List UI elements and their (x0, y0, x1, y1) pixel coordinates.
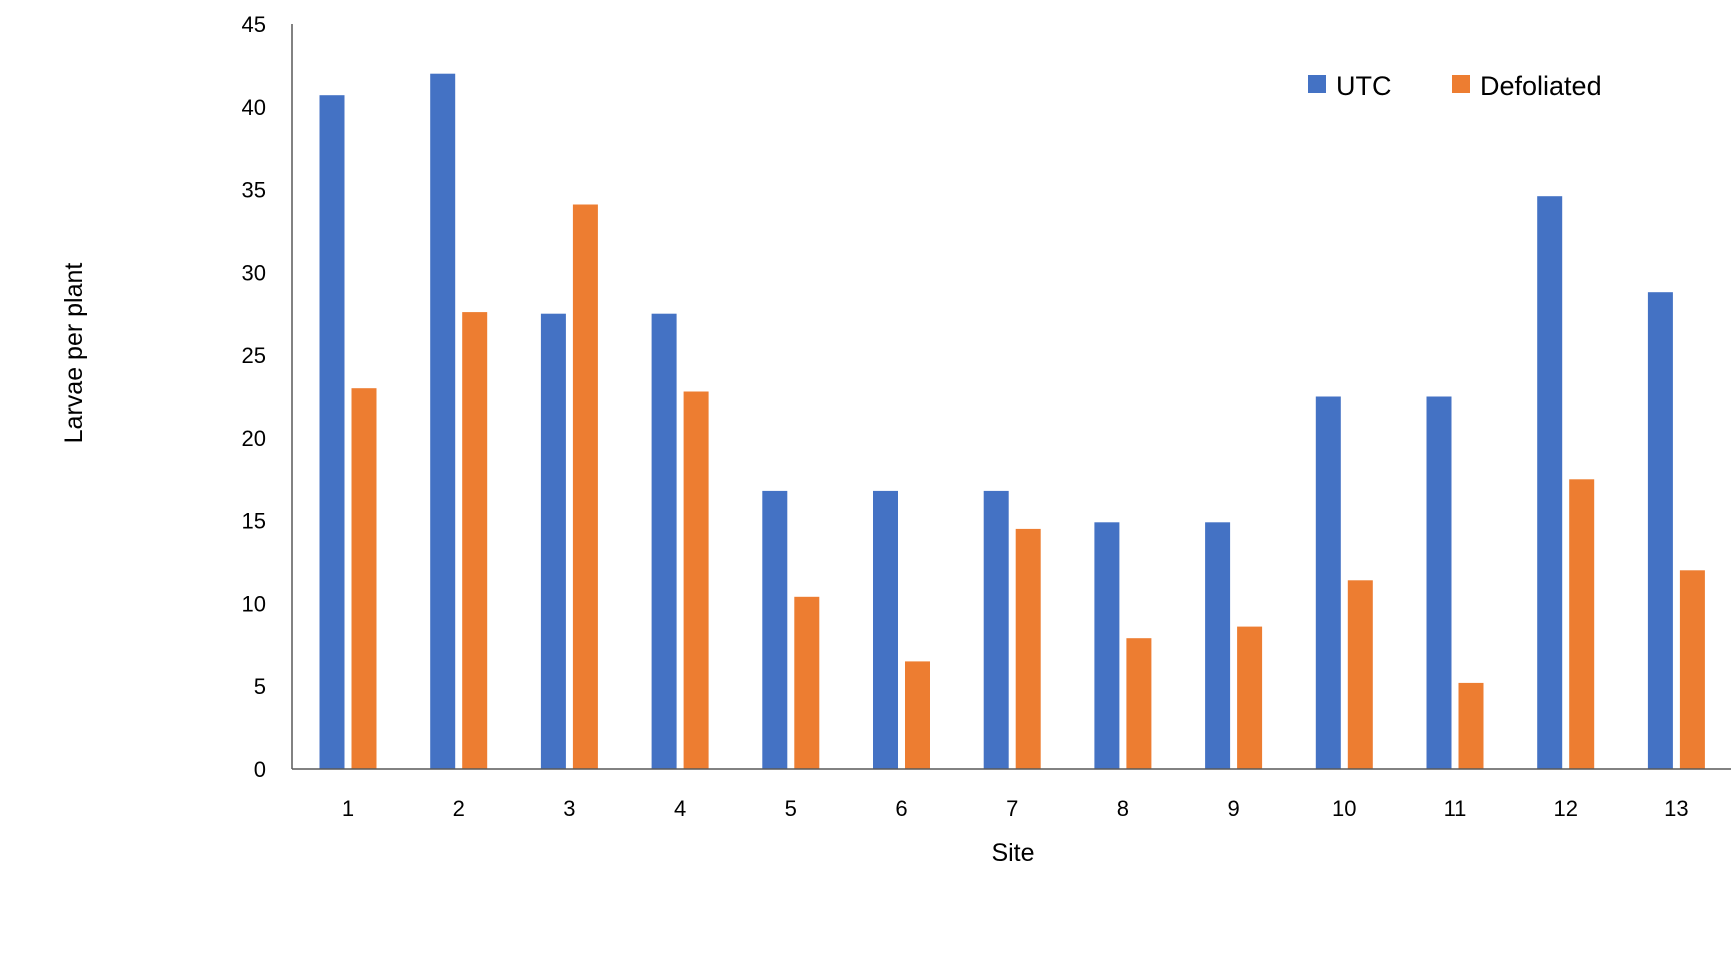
bar-utc-site-7 (983, 490, 1009, 769)
legend-label-utc: UTC (1336, 71, 1392, 101)
legend: UTC Defoliated (1308, 71, 1602, 101)
bar-utc-site-5 (762, 490, 788, 769)
legend-label-defoliated: Defoliated (1480, 71, 1602, 101)
bar-utc-site-13 (1647, 292, 1673, 769)
y-tick-label: 40 (242, 95, 266, 120)
bar-utc-site-8 (1094, 522, 1120, 769)
x-tick-label: 11 (1444, 796, 1467, 821)
x-tick-label: 1 (342, 796, 354, 821)
bar-utc-site-10 (1315, 396, 1341, 769)
y-tick-label: 20 (242, 426, 266, 451)
y-tick-label: 0 (254, 757, 266, 782)
y-tick-labels: 0 5 10 15 20 25 30 35 40 45 (242, 12, 266, 782)
bar-utc-site-3 (540, 313, 566, 769)
y-tick-label: 10 (242, 591, 266, 616)
bar-utc-site-6 (873, 490, 898, 769)
bar-defoliated-site-6 (905, 661, 930, 769)
y-tick-label: 5 (254, 674, 266, 699)
y-axis-title: Larvae per plant (60, 263, 88, 444)
x-tick-label: 7 (1006, 796, 1018, 821)
x-tick-label: 12 (1553, 796, 1577, 821)
bar-utc-site-12 (1537, 196, 1563, 769)
bar-defoliated-site-8 (1126, 638, 1152, 769)
bar-defoliated-site-2 (462, 312, 488, 769)
bar-defoliated-site-4 (683, 391, 709, 769)
bar-defoliated-site-9 (1237, 626, 1263, 769)
bar-defoliated-site-1 (351, 388, 377, 769)
x-tick-label: 2 (453, 796, 465, 821)
y-tick-label: 30 (242, 260, 266, 285)
x-tick-label: 5 (785, 796, 797, 821)
legend-swatch-defoliated (1452, 75, 1470, 93)
x-tick-label: 3 (563, 796, 575, 821)
bar-defoliated-site-5 (794, 596, 820, 769)
y-tick-label: 45 (242, 12, 266, 37)
x-tick-labels: 1 2 3 4 5 6 7 8 9 10 11 12 13 (342, 796, 1689, 821)
bar-defoliated-site-11 (1458, 682, 1484, 769)
bar-utc-site-1 (319, 95, 345, 769)
bar-utc-site-2 (430, 73, 456, 769)
bars-group (319, 73, 1705, 769)
x-tick-label: 13 (1664, 796, 1688, 821)
bar-utc-site-4 (651, 313, 677, 769)
x-tick-label: 9 (1227, 796, 1239, 821)
x-tick-label: 8 (1117, 796, 1129, 821)
y-tick-label: 25 (242, 343, 266, 368)
bar-utc-site-11 (1426, 396, 1452, 769)
bar-defoliated-site-12 (1569, 479, 1595, 769)
x-tick-label: 6 (895, 796, 907, 821)
legend-swatch-utc (1308, 75, 1326, 93)
x-tick-label: 10 (1332, 796, 1356, 821)
bar-defoliated-site-10 (1347, 580, 1373, 769)
bar-utc-site-9 (1205, 522, 1231, 769)
bar-defoliated-site-7 (1015, 528, 1041, 769)
y-tick-label: 15 (242, 509, 266, 534)
y-tick-label: 35 (242, 178, 266, 203)
bar-defoliated-site-13 (1679, 570, 1705, 769)
x-axis-title: Site (991, 839, 1034, 867)
bar-defoliated-site-3 (572, 204, 598, 769)
x-tick-label: 4 (674, 796, 686, 821)
